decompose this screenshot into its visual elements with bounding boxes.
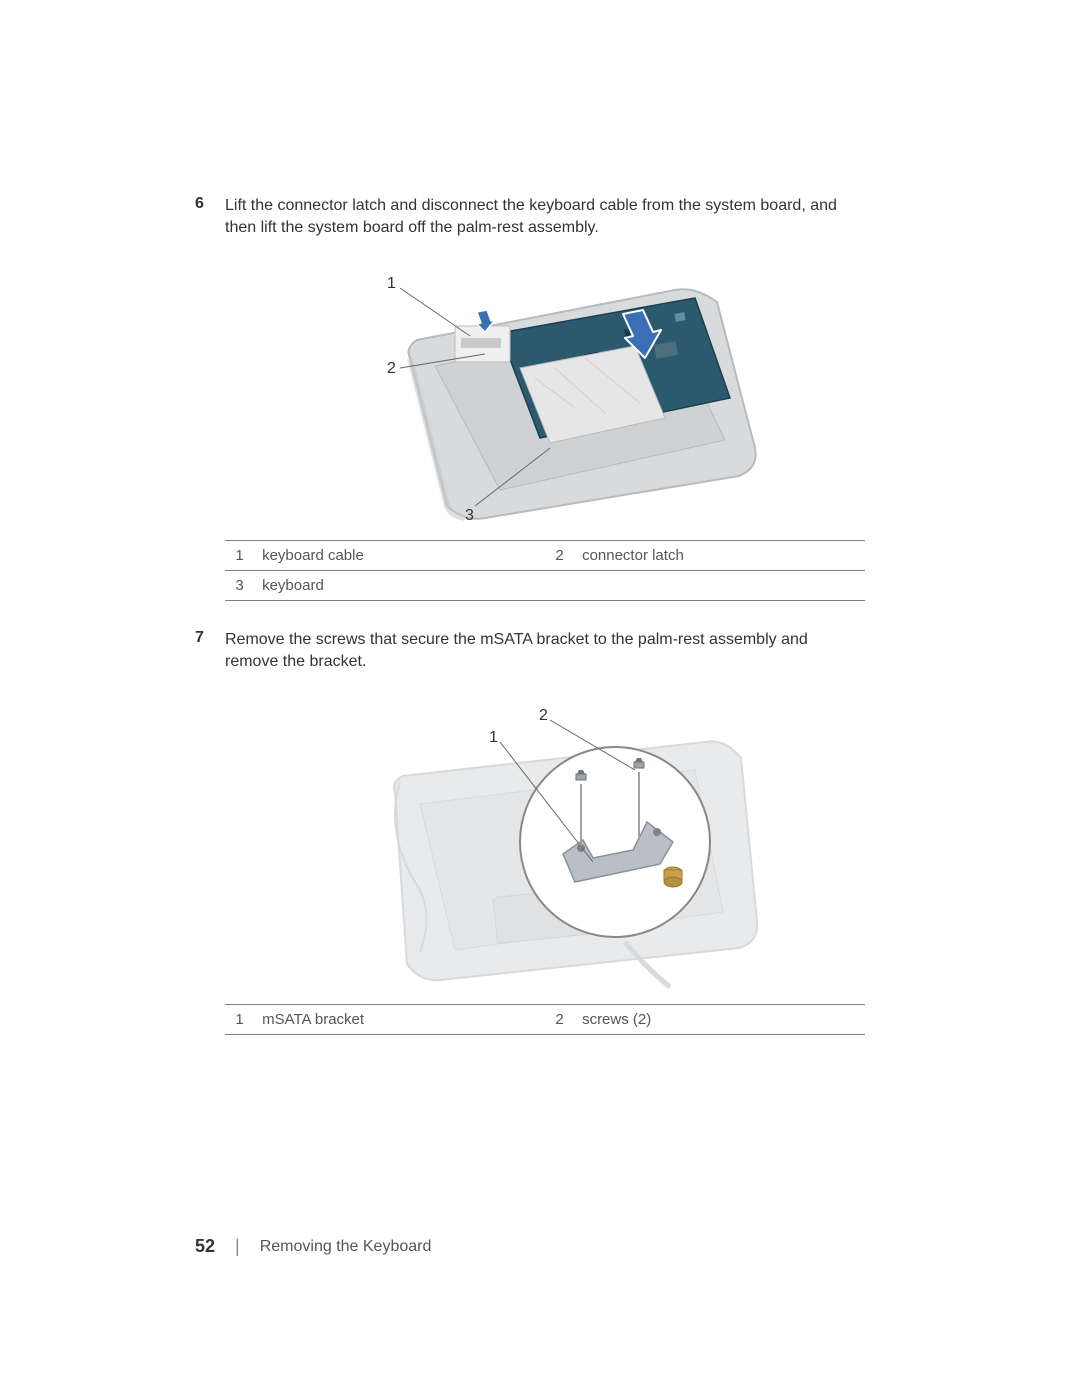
figure-1: 1 2 3 — [225, 258, 865, 528]
legend-2-row-1: 1 mSATA bracket 2 screws (2) — [225, 1004, 865, 1034]
legend-2-r1-n2: 2 — [545, 1004, 574, 1034]
legend-1-r2-l1: keyboard — [254, 570, 545, 600]
page-footer: 52 | Removing the Keyboard — [195, 1236, 431, 1257]
magnifier — [520, 747, 710, 937]
legend-2-r1-l2: screws (2) — [574, 1004, 865, 1034]
footer-divider: | — [235, 1236, 240, 1257]
legend-1-r1-n2: 2 — [545, 540, 574, 570]
legend-1-row-1: 1 keyboard cable 2 connector latch — [225, 540, 865, 570]
step-6-number: 6 — [195, 195, 225, 240]
legend-1-row-2: 3 keyboard — [225, 570, 865, 600]
legend-2-r1-l1: mSATA bracket — [254, 1004, 545, 1034]
step-7-text: Remove the screws that secure the mSATA … — [225, 629, 865, 674]
legend-1-r2-n2 — [545, 570, 574, 600]
page-number: 52 — [195, 1236, 215, 1257]
legend-1-r1-l1: keyboard cable — [254, 540, 545, 570]
legend-1-r1-n1: 1 — [225, 540, 254, 570]
legend-1: 1 keyboard cable 2 connector latch 3 key… — [225, 540, 865, 601]
figure-2-callout-2: 2 — [539, 707, 548, 724]
step-7: 7 Remove the screws that secure the mSAT… — [195, 629, 865, 674]
page-content: 6 Lift the connector latch and disconnec… — [195, 195, 865, 1063]
figure-2-callout-1: 1 — [489, 729, 498, 746]
figure-1-callout-2: 2 — [387, 360, 396, 377]
figure-2: 1 2 — [225, 692, 865, 992]
figure-2-svg: 1 2 — [325, 692, 765, 992]
legend-1-r2-l2 — [574, 570, 865, 600]
figure-1-svg: 1 2 3 — [325, 258, 765, 528]
step-6-text: Lift the connector latch and disconnect … — [225, 195, 865, 240]
legend-1-r1-l2: connector latch — [574, 540, 865, 570]
legend-2-r1-n1: 1 — [225, 1004, 254, 1034]
legend-2: 1 mSATA bracket 2 screws (2) — [225, 1004, 865, 1035]
step-6: 6 Lift the connector latch and disconnec… — [195, 195, 865, 240]
footer-section: Removing the Keyboard — [260, 1238, 432, 1256]
figure-1-callout-3: 3 — [465, 507, 474, 524]
step-7-number: 7 — [195, 629, 225, 674]
legend-1-r2-n1: 3 — [225, 570, 254, 600]
figure-1-callout-1: 1 — [387, 275, 396, 292]
